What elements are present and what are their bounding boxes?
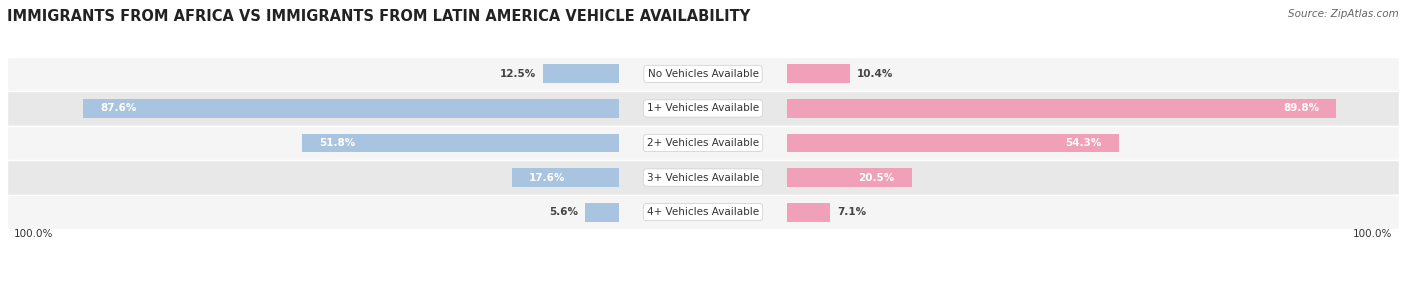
Bar — [7, 160, 1399, 195]
Text: 20.5%: 20.5% — [859, 172, 894, 182]
Text: 3+ Vehicles Available: 3+ Vehicles Available — [647, 172, 759, 182]
Text: 12.5%: 12.5% — [499, 69, 536, 79]
Text: 4+ Vehicles Available: 4+ Vehicles Available — [647, 207, 759, 217]
Text: 17.6%: 17.6% — [529, 172, 565, 182]
Text: 10.4%: 10.4% — [858, 69, 894, 79]
Bar — [786, 134, 1119, 152]
Text: 100.0%: 100.0% — [1353, 229, 1392, 239]
Text: 5.6%: 5.6% — [550, 207, 578, 217]
Bar — [585, 202, 620, 222]
Text: 2+ Vehicles Available: 2+ Vehicles Available — [647, 138, 759, 148]
Text: 51.8%: 51.8% — [319, 138, 356, 148]
Bar — [83, 99, 620, 118]
Text: 87.6%: 87.6% — [100, 104, 136, 114]
Bar — [512, 168, 620, 187]
Text: 7.1%: 7.1% — [837, 207, 866, 217]
Bar — [786, 202, 830, 222]
Bar — [786, 64, 851, 84]
Text: Source: ZipAtlas.com: Source: ZipAtlas.com — [1288, 9, 1399, 19]
Text: 89.8%: 89.8% — [1284, 104, 1319, 114]
Text: 54.3%: 54.3% — [1066, 138, 1102, 148]
Text: 100.0%: 100.0% — [14, 229, 53, 239]
Bar — [7, 126, 1399, 160]
Text: 1+ Vehicles Available: 1+ Vehicles Available — [647, 104, 759, 114]
Text: No Vehicles Available: No Vehicles Available — [648, 69, 758, 79]
Text: IMMIGRANTS FROM AFRICA VS IMMIGRANTS FROM LATIN AMERICA VEHICLE AVAILABILITY: IMMIGRANTS FROM AFRICA VS IMMIGRANTS FRO… — [7, 9, 751, 23]
Bar — [7, 195, 1399, 229]
Bar — [302, 134, 620, 152]
Bar — [786, 168, 912, 187]
Bar — [7, 91, 1399, 126]
Bar — [7, 57, 1399, 91]
Bar — [786, 99, 1337, 118]
Bar — [543, 64, 620, 84]
